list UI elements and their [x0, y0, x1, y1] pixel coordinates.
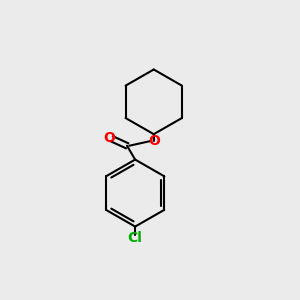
Text: O: O — [148, 134, 160, 148]
Text: O: O — [103, 130, 116, 145]
Text: Cl: Cl — [128, 231, 142, 245]
